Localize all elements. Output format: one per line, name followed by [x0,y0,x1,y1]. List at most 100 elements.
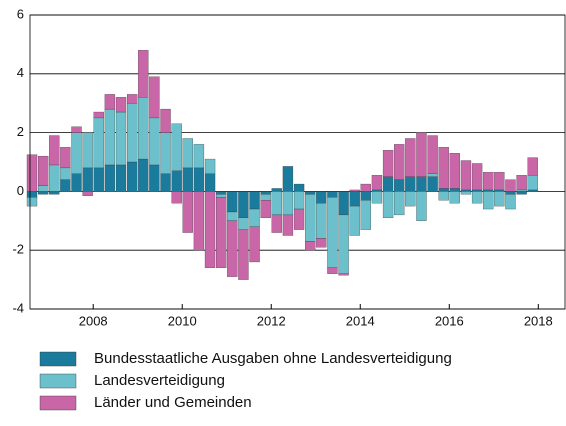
x-tick-label: 2014 [346,313,375,328]
bar [382,150,394,177]
bar [394,144,405,180]
legend-label: Länder und Gemeinden [94,394,252,411]
bar [126,103,138,163]
bar [260,191,271,195]
y-tick-label: 2 [17,124,24,139]
bar [49,135,60,166]
bar [505,179,516,192]
bar [149,76,160,119]
bar [71,126,82,133]
bar [49,191,60,195]
bar [471,163,483,191]
bar [382,191,394,219]
bar [316,238,327,248]
bar [460,191,472,195]
bar [427,135,438,174]
x-tick-label: 2008 [79,313,108,328]
bar [138,97,149,160]
bar [460,189,472,192]
bar [327,267,338,274]
bar [126,161,138,192]
bar [405,176,416,192]
bar [316,191,327,204]
bar [349,189,360,192]
legend-swatch [39,373,77,389]
bar [438,147,449,189]
bar [427,173,438,177]
bar [516,189,527,192]
bar [405,138,416,177]
bar [516,191,527,195]
bar [271,191,282,216]
bar [349,205,360,236]
bar [26,154,38,192]
bar [260,194,271,201]
bar [93,167,104,192]
y-tick-label: 0 [17,183,24,198]
bar [227,220,238,277]
bar [371,191,383,204]
bar [93,111,104,119]
bar [160,132,171,174]
bar [338,214,349,274]
bar [182,191,193,233]
bar [483,189,494,192]
bar [227,211,238,221]
bar [93,117,104,169]
bar [527,189,538,192]
bar [204,191,216,268]
bar [149,117,160,166]
bar [483,191,494,210]
bar [238,217,249,230]
bar [216,197,227,268]
y-tick-label: 6 [17,6,24,21]
bar [60,179,71,192]
bar [293,191,305,210]
bar [394,191,405,216]
bar [282,214,294,236]
bar [471,189,483,192]
bar [71,132,82,174]
bar [282,166,294,192]
plot-frame [29,14,566,310]
bar [204,173,216,192]
bar [104,108,116,166]
bar [249,226,260,263]
y-tick-label: -2 [12,242,24,257]
bar [360,191,371,201]
bar [171,123,182,171]
bar [160,173,171,192]
bar [193,167,205,192]
bar [104,94,116,110]
bar [305,194,316,242]
bar [249,191,260,210]
bar [405,191,416,207]
bar [37,155,49,186]
bar [416,191,427,221]
bar [171,191,182,204]
bar [227,191,238,213]
bar [338,191,349,216]
y-tick-label: -4 [12,300,24,315]
bar [305,241,316,251]
bar [149,164,160,192]
bar [193,191,205,251]
bar [37,185,49,192]
bar [349,191,360,207]
bar [471,191,483,204]
bar [82,167,93,192]
bar [26,191,38,198]
bar [82,132,93,169]
bar [505,191,516,195]
bar [327,191,338,198]
bar [249,208,260,227]
legend-swatch [39,395,77,411]
bar [338,273,349,276]
bar [438,191,449,201]
bar [216,194,227,198]
x-tick-label: 2018 [524,313,553,328]
bar [293,208,305,230]
bar [138,158,149,192]
bar [483,172,494,191]
bar [238,229,249,280]
